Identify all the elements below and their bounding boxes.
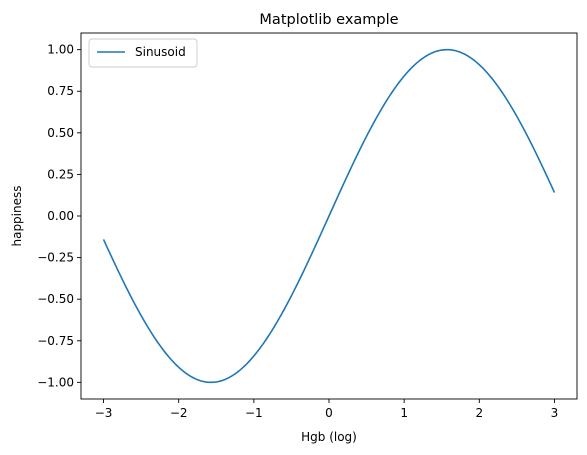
y-tick-label: 0.00	[47, 209, 74, 223]
x-tick-label: −1	[245, 406, 263, 420]
y-tick-label: 0.75	[47, 84, 74, 98]
legend: Sinusoid	[88, 38, 198, 68]
x-tick-label: 0	[325, 406, 333, 420]
x-tick-label: 2	[475, 406, 483, 420]
y-tick-label: −0.50	[37, 292, 74, 306]
legend-box	[88, 38, 198, 68]
y-tick-label: 1.00	[47, 43, 74, 57]
x-tick-label: −3	[95, 406, 113, 420]
y-tick-label: −0.75	[37, 334, 74, 348]
legend-label-sinusoid: Sinusoid	[135, 45, 186, 59]
y-tick-label: 0.25	[47, 167, 74, 181]
chart-title: Matplotlib example	[259, 12, 398, 28]
y-axis-label: happiness	[10, 185, 24, 246]
y-tick-label: −0.25	[37, 251, 74, 265]
y-axis: −1.00 −0.75 −0.50 −0.25 0.00 0.25 0.50 0.75 1.00	[37, 43, 81, 389]
y-tick-label: −1.00	[37, 375, 74, 389]
x-tick-label: 1	[400, 406, 408, 420]
x-tick-label: −2	[170, 406, 188, 420]
series-line-sinusoid	[102, 48, 556, 384]
x-axis: −3 −2 −1 0 1 2 3	[95, 399, 559, 420]
x-tick-label: 3	[551, 406, 559, 420]
x-axis-label: Hgb (log)	[301, 430, 357, 444]
y-tick-label: 0.50	[47, 126, 74, 140]
